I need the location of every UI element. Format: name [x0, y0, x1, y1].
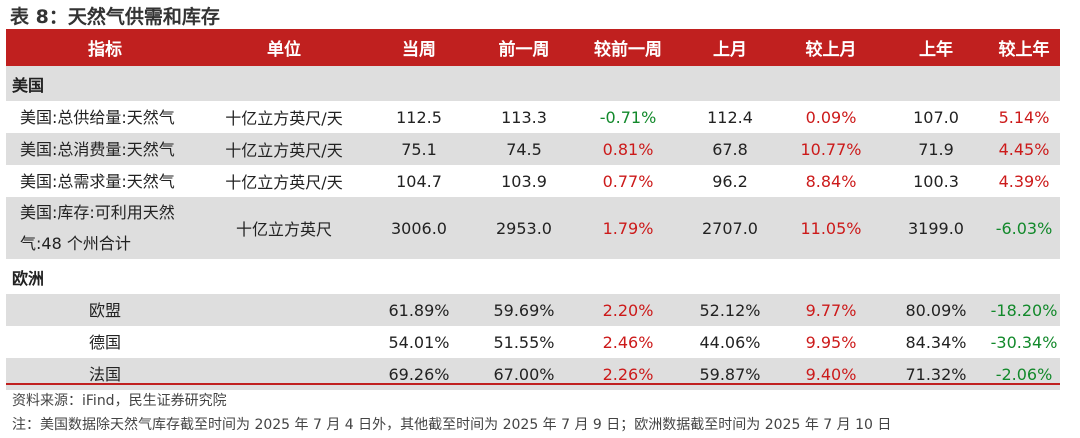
mom-change-cell: 10.77% — [778, 133, 884, 165]
section-label: 欧洲 — [6, 259, 1060, 294]
wow-change-cell: 0.77% — [574, 165, 682, 197]
col-header-current-week: 当周 — [364, 29, 474, 66]
col-header-indicator: 指标 — [6, 29, 204, 66]
mom-change-cell: 9.95% — [778, 326, 884, 358]
col-header-mom-change: 较上月 — [778, 29, 884, 66]
last-month-cell: 52.12% — [682, 294, 778, 326]
col-header-last-year: 上年 — [884, 29, 988, 66]
unit-cell — [204, 358, 364, 390]
previous-week-cell: 51.55% — [474, 326, 574, 358]
wow-change-cell: 1.79% — [574, 197, 682, 259]
indicator-name: 美国:总供给量:天然气 — [6, 101, 204, 133]
yoy-change-cell: -18.20% — [988, 294, 1060, 326]
header-row: 指标 单位 当周 前一周 较前一周 上月 较上月 上年 较上年 — [6, 29, 1060, 66]
current-week-cell: 61.89% — [364, 294, 474, 326]
previous-week-cell: 74.5 — [474, 133, 574, 165]
yoy-change-cell: 4.39% — [988, 165, 1060, 197]
last-month-cell: 96.2 — [682, 165, 778, 197]
last-year-cell: 3199.0 — [884, 197, 988, 259]
current-week-cell: 3006.0 — [364, 197, 474, 259]
last-year-cell: 100.3 — [884, 165, 988, 197]
footnote: 注：美国数据除天然气库存截至时间为 2025 年 7 月 4 日外，其他截至时间… — [12, 417, 892, 433]
mom-change-cell: 11.05% — [778, 197, 884, 259]
mom-change-cell: 0.09% — [778, 101, 884, 133]
indicator-name-line2: 气:48 个州合计 — [20, 234, 131, 253]
table-row: 美国:总供给量:天然气 十亿立方英尺/天 112.5 113.3 -0.71% … — [6, 101, 1060, 133]
unit-cell — [204, 326, 364, 358]
yoy-change-cell: 4.45% — [988, 133, 1060, 165]
table-row: 法国 69.26% 67.00% 2.26% 59.87% 9.40% 71.3… — [6, 358, 1060, 390]
unit-cell — [204, 294, 364, 326]
wow-change-cell: 2.26% — [574, 358, 682, 390]
section-row-europe: 欧洲 — [6, 259, 1060, 294]
last-month-cell: 59.87% — [682, 358, 778, 390]
col-header-wow-change: 较前一周 — [574, 29, 682, 66]
unit-cell: 十亿立方英尺/天 — [204, 101, 364, 133]
wow-change-cell: 2.20% — [574, 294, 682, 326]
previous-week-cell: 103.9 — [474, 165, 574, 197]
wow-change-cell: -0.71% — [574, 101, 682, 133]
table-row: 欧盟 61.89% 59.69% 2.20% 52.12% 9.77% 80.0… — [6, 294, 1060, 326]
current-week-cell: 54.01% — [364, 326, 474, 358]
indicator-name: 美国:总消费量:天然气 — [6, 133, 204, 165]
last-month-cell: 67.8 — [682, 133, 778, 165]
previous-week-cell: 2953.0 — [474, 197, 574, 259]
yoy-change-cell: -30.34% — [988, 326, 1060, 358]
last-month-cell: 2707.0 — [682, 197, 778, 259]
indicator-name: 德国 — [6, 326, 204, 358]
wow-change-cell: 0.81% — [574, 133, 682, 165]
table-title: 表 8：天然气供需和库存 — [10, 6, 220, 28]
wow-change-cell: 2.46% — [574, 326, 682, 358]
previous-week-cell: 59.69% — [474, 294, 574, 326]
indicator-name-line1: 美国:库存:可利用天然 — [20, 203, 175, 222]
unit-cell: 十亿立方英尺/天 — [204, 133, 364, 165]
last-year-cell: 107.0 — [884, 101, 988, 133]
mom-change-cell: 9.40% — [778, 358, 884, 390]
last-year-cell: 71.9 — [884, 133, 988, 165]
col-header-unit: 单位 — [204, 29, 364, 66]
table-row: 美国:总需求量:天然气 十亿立方英尺/天 104.7 103.9 0.77% 9… — [6, 165, 1060, 197]
col-header-previous-week: 前一周 — [474, 29, 574, 66]
mom-change-cell: 9.77% — [778, 294, 884, 326]
yoy-change-cell: -6.03% — [988, 197, 1060, 259]
current-week-cell: 104.7 — [364, 165, 474, 197]
yoy-change-cell: 5.14% — [988, 101, 1060, 133]
last-month-cell: 44.06% — [682, 326, 778, 358]
source-note: 资料来源：iFind，民生证券研究院 — [12, 393, 227, 409]
mom-change-cell: 8.84% — [778, 165, 884, 197]
section-row-us: 美国 — [6, 66, 1060, 101]
table-row: 美国:总消费量:天然气 十亿立方英尺/天 75.1 74.5 0.81% 67.… — [6, 133, 1060, 165]
current-week-cell: 69.26% — [364, 358, 474, 390]
last-year-cell: 71.32% — [884, 358, 988, 390]
previous-week-cell: 113.3 — [474, 101, 574, 133]
indicator-name: 法国 — [6, 358, 204, 390]
last-year-cell: 84.34% — [884, 326, 988, 358]
unit-cell: 十亿立方英尺/天 — [204, 165, 364, 197]
current-week-cell: 75.1 — [364, 133, 474, 165]
last-year-cell: 80.09% — [884, 294, 988, 326]
yoy-change-cell: -2.06% — [988, 358, 1060, 390]
previous-week-cell: 67.00% — [474, 358, 574, 390]
table-row: 美国:库存:可利用天然 气:48 个州合计 十亿立方英尺 3006.0 2953… — [6, 197, 1060, 259]
current-week-cell: 112.5 — [364, 101, 474, 133]
indicator-name: 美国:总需求量:天然气 — [6, 165, 204, 197]
indicator-name: 欧盟 — [6, 294, 204, 326]
col-header-yoy-change: 较上年 — [988, 29, 1060, 66]
indicator-name: 美国:库存:可利用天然 气:48 个州合计 — [6, 197, 204, 259]
col-header-last-month: 上月 — [682, 29, 778, 66]
table-bottom-rule — [6, 383, 1060, 385]
last-month-cell: 112.4 — [682, 101, 778, 133]
gas-supply-demand-table: 指标 单位 当周 前一周 较前一周 上月 较上月 上年 较上年 美国 美国:总供… — [6, 29, 1060, 390]
section-label: 美国 — [6, 66, 1060, 101]
table-row: 德国 54.01% 51.55% 2.46% 44.06% 9.95% 84.3… — [6, 326, 1060, 358]
unit-cell: 十亿立方英尺 — [204, 197, 364, 259]
